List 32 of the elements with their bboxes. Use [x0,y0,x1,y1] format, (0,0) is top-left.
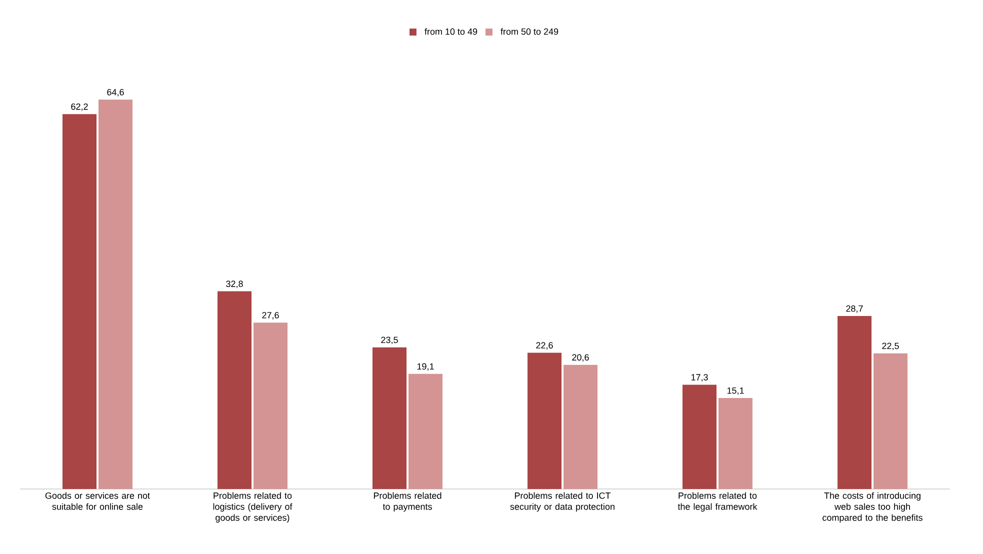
bar [98,100,132,489]
bar [218,291,252,489]
bar [682,384,717,489]
data-label: 23,5 [381,336,398,344]
data-label: 19,1 [417,363,434,371]
bar [62,114,97,489]
x-tick-label: Goods or services are not suitable for online sale [45,492,150,510]
data-label: 32,8 [226,280,243,288]
data-label: 28,7 [846,305,863,313]
data-label: 64,6 [107,88,124,96]
bar [564,364,598,489]
data-label: 20,6 [572,354,589,362]
x-tick-label: Problems related to the legal framework [678,492,758,512]
bar [838,316,872,489]
data-label: 15,1 [727,387,744,395]
bar [253,322,288,489]
bar [528,352,562,489]
bar [408,374,442,489]
bar [874,353,908,489]
bar [372,347,407,489]
data-label: 62,2 [71,103,88,111]
legend-label: from 10 to 49 [424,28,478,35]
data-label: 22,6 [536,342,553,350]
legend-label: from 50 to 249 [500,28,558,35]
data-label: 27,6 [262,312,279,320]
data-label: 22,5 [882,342,899,350]
x-tick-label: Problems related to ICT security or data protection [510,492,614,512]
x-tick-label: Problems related to logistics (delivery of goods or services) [213,492,292,523]
x-tick-label: The costs of introducing web sales too high compared to the benefits [822,492,922,523]
x-tick-label: Problems related to payments [374,492,442,512]
bar [718,398,752,489]
data-label: 17,3 [691,374,708,382]
